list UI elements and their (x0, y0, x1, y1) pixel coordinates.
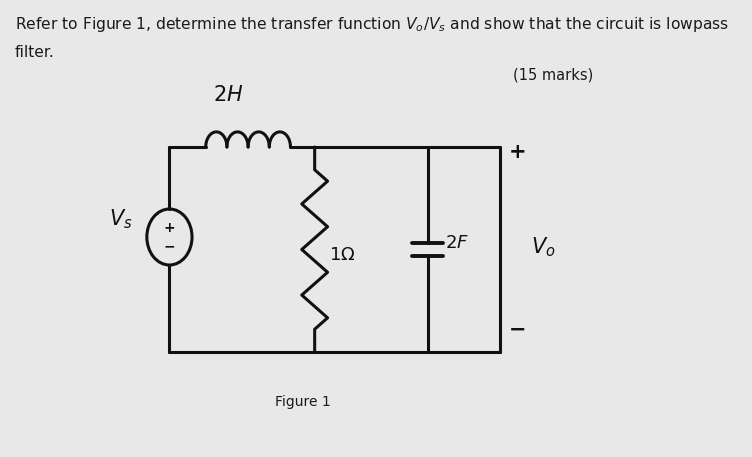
Text: (15 marks): (15 marks) (513, 67, 593, 82)
Text: $V_o$: $V_o$ (531, 236, 556, 259)
Text: Refer to Figure 1, determine the transfer function $V_o/V_s$ and show that the c: Refer to Figure 1, determine the transfe… (14, 15, 729, 34)
Text: −: − (509, 320, 526, 340)
Text: −: − (164, 239, 175, 253)
Text: $V_s$: $V_s$ (109, 207, 133, 231)
Text: +: + (509, 142, 527, 162)
Text: $2H$: $2H$ (213, 85, 243, 105)
Text: +: + (164, 221, 175, 235)
Text: Figure 1: Figure 1 (275, 395, 331, 409)
Text: filter.: filter. (14, 45, 54, 60)
Text: $2F$: $2F$ (445, 234, 469, 253)
Text: $1\Omega$: $1\Omega$ (329, 245, 356, 264)
